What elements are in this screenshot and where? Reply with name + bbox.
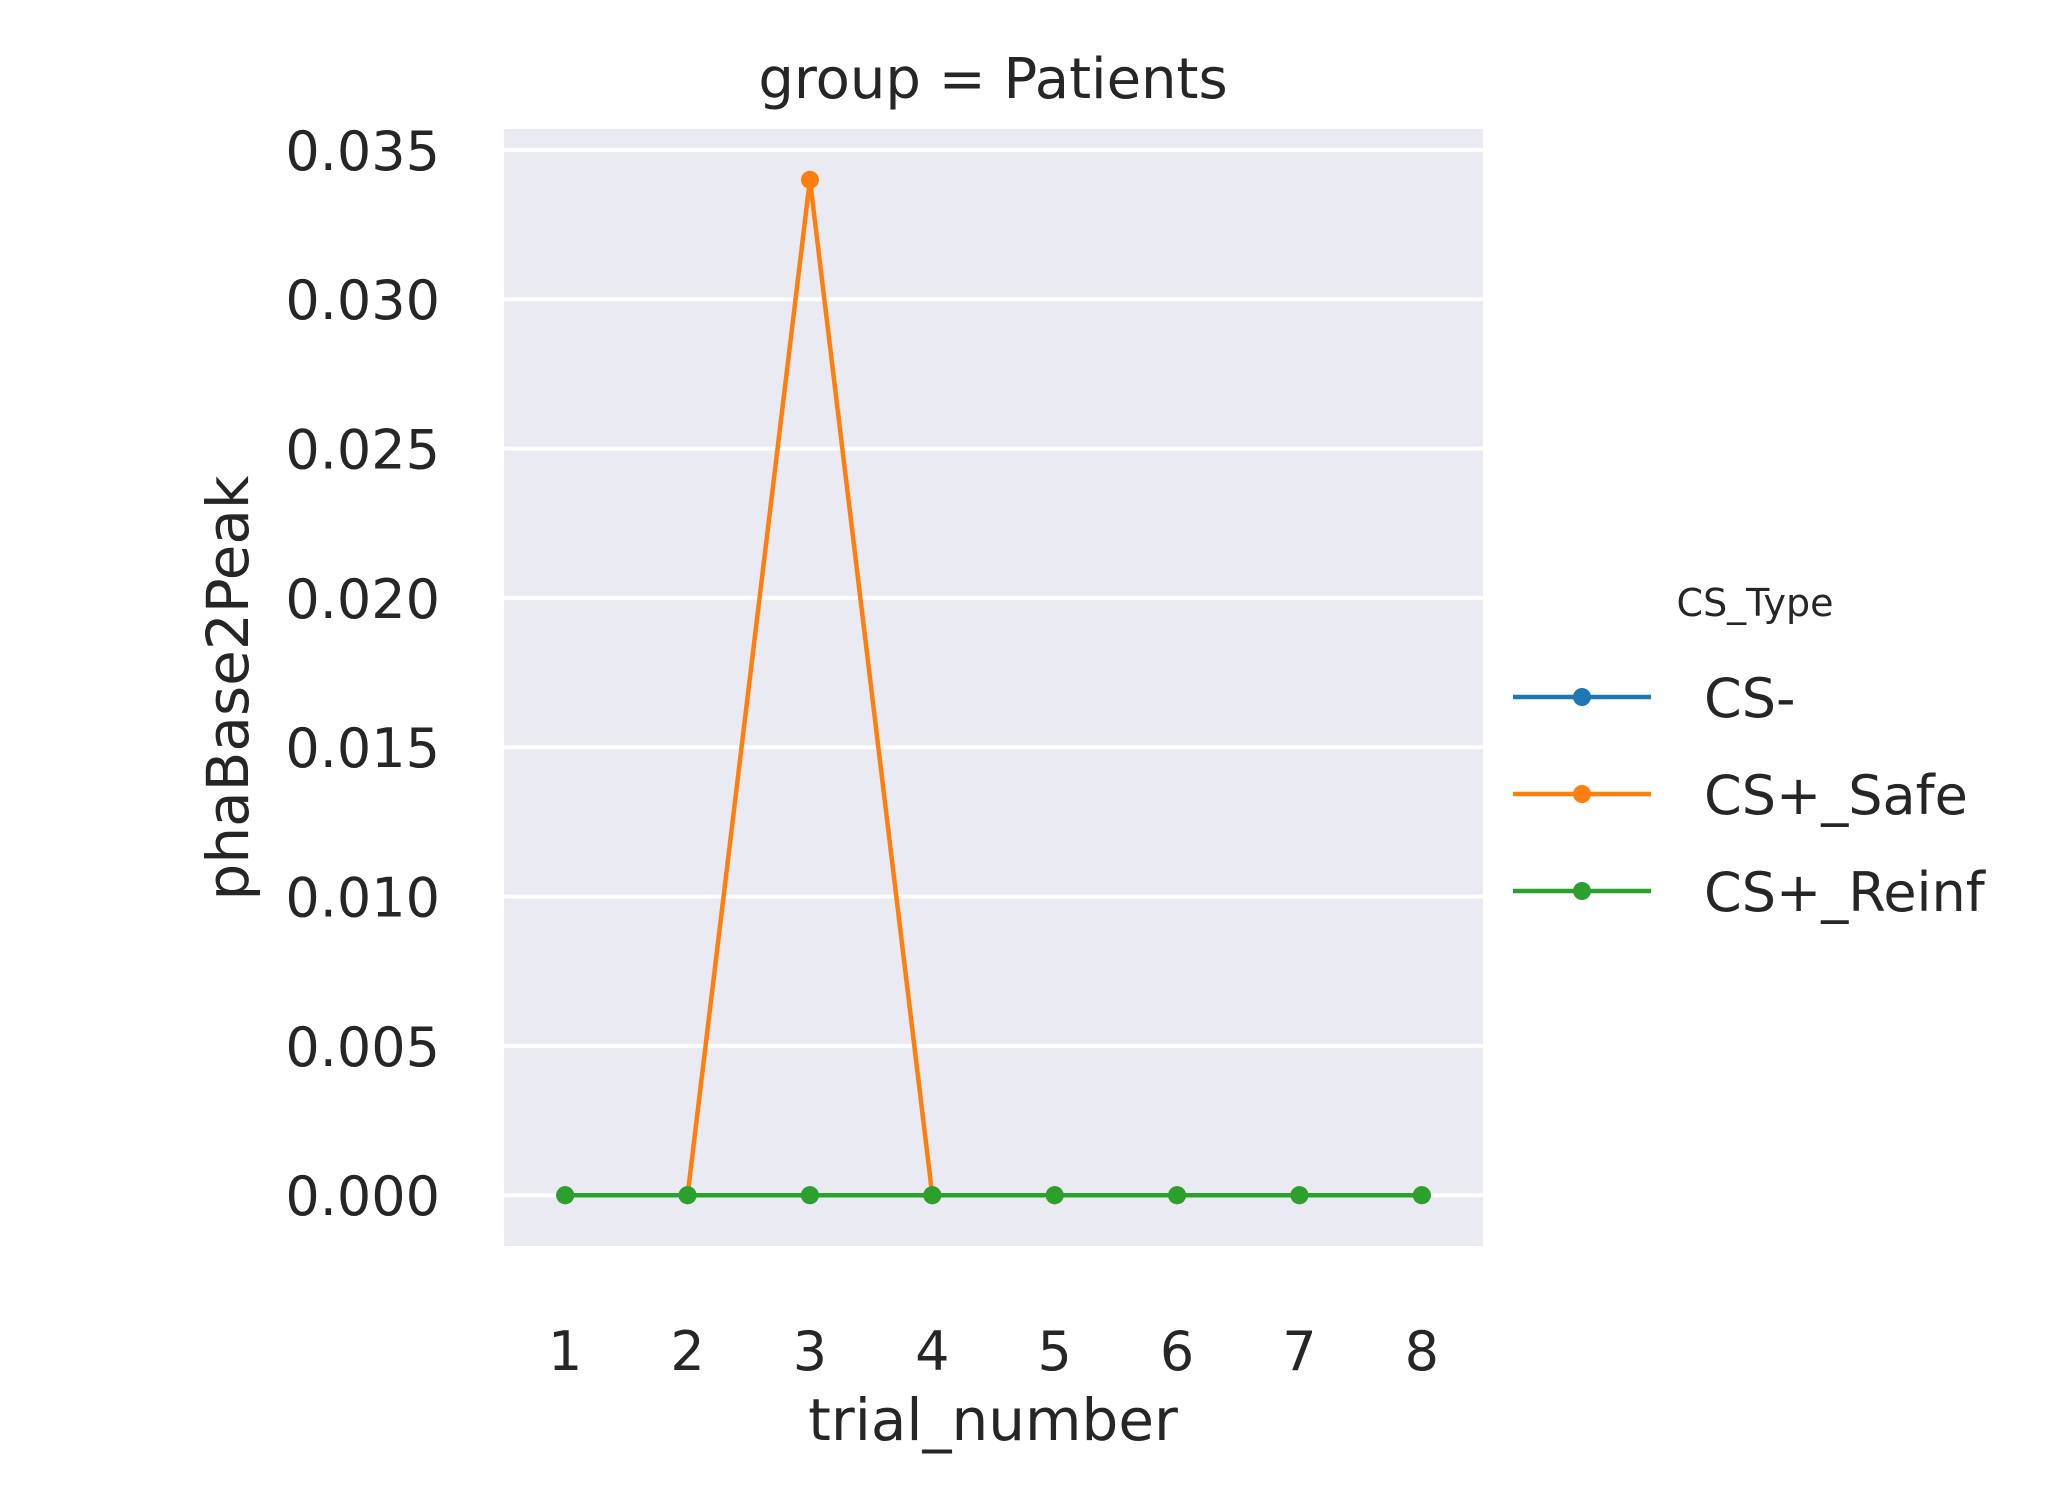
legend-marker <box>1573 882 1591 900</box>
x-tick-label: 4 <box>915 1320 949 1383</box>
data-point <box>1168 1186 1187 1205</box>
x-tick-label: 1 <box>548 1320 582 1383</box>
y-tick-label: 0.015 <box>285 717 440 780</box>
legend-title: CS_Type <box>1677 581 1834 625</box>
data-point <box>800 170 819 189</box>
data-point <box>1045 1186 1064 1205</box>
legend-label: CS+_Safe <box>1704 764 1968 827</box>
y-tick-label: 0.005 <box>285 1016 440 1079</box>
legend-label: CS- <box>1704 667 1795 730</box>
data-point <box>556 1186 575 1205</box>
legend-item: CS- <box>1513 667 1795 730</box>
x-tick-label: 8 <box>1405 1320 1439 1383</box>
legend-marker <box>1573 688 1591 706</box>
y-tick-label: 0.035 <box>285 120 440 183</box>
x-tick-label: 6 <box>1160 1320 1194 1383</box>
plot-area <box>504 129 1483 1246</box>
legend-marker <box>1573 785 1591 803</box>
data-point <box>1290 1186 1309 1205</box>
legend-item: CS+_Safe <box>1513 764 1968 827</box>
data-point <box>1412 1186 1431 1205</box>
y-axis-ticks: 0.000 0.005 0.010 0.015 0.020 0.025 0.030 0.035 <box>285 120 440 1228</box>
x-axis-ticks: 1 2 3 4 5 6 7 8 <box>548 1320 1439 1383</box>
legend-item: CS+_Reinf <box>1513 861 1987 924</box>
chart-title: group = Patients <box>758 47 1227 112</box>
y-tick-label: 0.025 <box>285 419 440 482</box>
legend: CS_Type CS- CS+_Safe CS+_Reinf <box>1513 581 1987 924</box>
y-axis-label: phaBase2Peak <box>194 475 262 900</box>
y-tick-label: 0.000 <box>285 1165 440 1228</box>
x-tick-label: 3 <box>793 1320 827 1383</box>
x-tick-label: 5 <box>1038 1320 1072 1383</box>
data-point <box>678 1186 697 1205</box>
grid-lines <box>504 147 1483 1198</box>
y-tick-label: 0.020 <box>285 568 440 631</box>
x-axis-label: trial_number <box>808 1386 1178 1454</box>
x-tick-label: 2 <box>670 1320 704 1383</box>
series-layer <box>556 170 1431 1205</box>
legend-label: CS+_Reinf <box>1704 861 1987 924</box>
y-tick-label: 0.010 <box>285 867 440 930</box>
x-tick-label: 7 <box>1282 1320 1316 1383</box>
data-point <box>923 1186 942 1205</box>
data-point <box>800 1186 819 1205</box>
series-CS+_Reinf <box>556 1186 1431 1205</box>
y-tick-label: 0.030 <box>285 269 440 332</box>
